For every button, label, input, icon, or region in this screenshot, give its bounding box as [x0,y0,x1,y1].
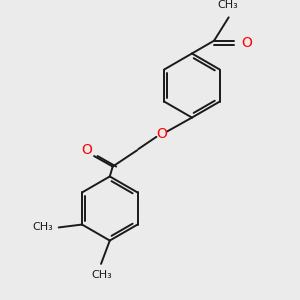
Text: CH₃: CH₃ [92,270,112,280]
Text: CH₃: CH₃ [33,222,53,232]
Text: O: O [156,127,167,141]
Text: CH₃: CH₃ [217,0,238,11]
Text: O: O [82,143,92,157]
Text: O: O [241,36,252,50]
